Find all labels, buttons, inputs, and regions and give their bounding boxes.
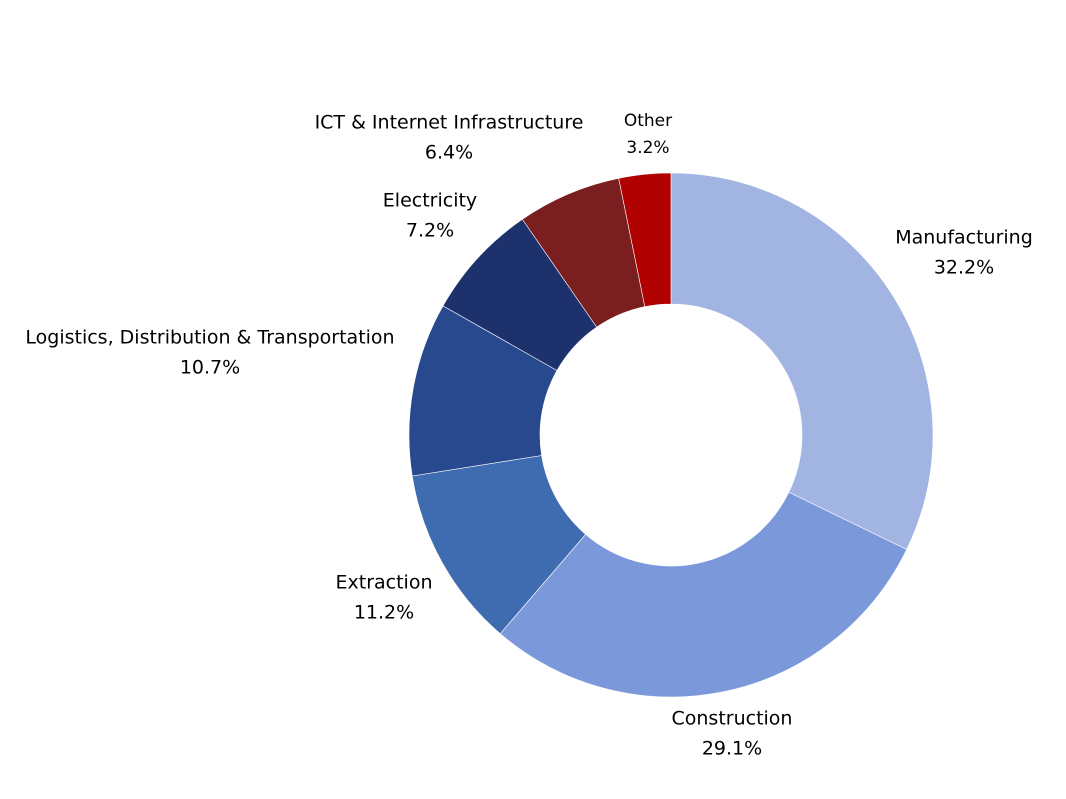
- category-label: Manufacturing: [895, 227, 1033, 249]
- category-label: Logistics, Distribution & Transportation: [25, 327, 394, 349]
- slice-other: [618, 172, 672, 307]
- category-label: Electricity: [383, 190, 477, 212]
- category-label: Construction: [672, 708, 793, 730]
- percent-label: 11.2%: [354, 602, 414, 624]
- percent-label: 32.2%: [934, 257, 994, 279]
- percent-label: 7.2%: [406, 220, 454, 242]
- category-label: Other: [624, 111, 672, 131]
- data-label-ict-and-internet-infrastructure: ICT & Internet Infrastructure 6.4%: [315, 112, 584, 164]
- data-label-manufacturing: Manufacturing 32.2%: [895, 227, 1033, 279]
- data-label-electricity: Electricity 7.2%: [383, 190, 477, 242]
- labels-group: Manufacturing 32.2% Construction 29.1% Extra…: [25, 111, 1032, 760]
- data-label-construction: Construction 29.1%: [672, 708, 793, 760]
- data-label-extraction: Extraction 11.2%: [336, 572, 433, 624]
- category-label: Extraction: [336, 572, 433, 594]
- category-label: ICT & Internet Infrastructure: [315, 112, 584, 134]
- slices-group: [408, 172, 934, 698]
- slice-construction: [499, 491, 908, 698]
- slice-manufacturing: [670, 172, 934, 550]
- percent-label: 29.1%: [702, 738, 762, 760]
- percent-label: 6.4%: [425, 142, 473, 164]
- percent-label: 3.2%: [626, 138, 669, 158]
- data-label-logistics-distribution-and-transportation: Logistics, Distribution & Transportation…: [25, 327, 394, 379]
- data-label-other: Other 3.2%: [624, 111, 672, 158]
- percent-label: 10.7%: [180, 357, 240, 379]
